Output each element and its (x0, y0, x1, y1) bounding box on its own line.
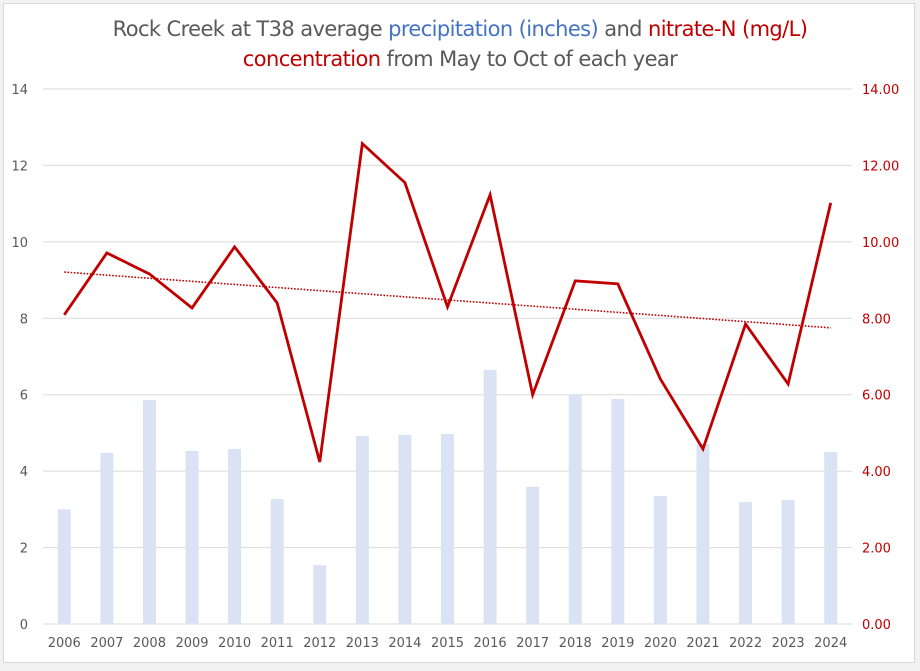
y-right-tick-label: 6.00 (862, 389, 891, 404)
y-right-tick-label: 14.00 (862, 83, 899, 98)
chart-title-part: precipitation (inches) (388, 17, 599, 41)
x-tick-label: 2017 (516, 636, 549, 651)
x-tick-label: 2013 (346, 636, 379, 651)
bar-precipitation (270, 499, 284, 624)
x-tick-label: 2012 (303, 636, 336, 651)
y-left-tick-label: 4 (20, 465, 28, 480)
bar-precipitation (441, 434, 454, 624)
x-tick-label: 2014 (388, 636, 421, 651)
x-tick-label: 2021 (686, 636, 719, 651)
chart-title: Rock Creek at T38 average precipitation … (0, 14, 920, 74)
y-right-tick-label: 8.00 (862, 312, 891, 327)
x-tick-label: 2006 (48, 636, 81, 651)
y-left-tick-label: 10 (11, 236, 28, 251)
x-tick-label: 2010 (218, 636, 251, 651)
y-left-tick-label: 14 (11, 83, 28, 98)
y-left-tick-label: 8 (20, 312, 28, 327)
line-nitrate (63, 140, 833, 463)
y-left-tick-label: 2 (20, 542, 28, 557)
y-right-tick-label: 2.00 (862, 542, 891, 557)
chart-title-part: Rock Creek at T38 average (112, 17, 389, 41)
bar-precipitation (824, 452, 838, 624)
bar-precipitation (57, 509, 71, 624)
bar-precipitation (611, 398, 625, 624)
x-tick-label: 2008 (133, 636, 166, 651)
bar-precipitation (568, 394, 582, 624)
bar-precipitation (398, 434, 412, 624)
x-tick-label: 2024 (814, 636, 847, 651)
x-tick-label: 2018 (559, 636, 592, 651)
x-tick-label: 2015 (431, 636, 464, 651)
bar-precipitation (526, 486, 540, 624)
y-right-tick-label: 12.00 (862, 159, 899, 174)
trendline-nitrate (64, 271, 831, 329)
y-right-tick-label: 4.00 (862, 465, 891, 480)
x-tick-label: 2020 (644, 636, 677, 651)
bar-precipitation (228, 448, 242, 624)
bar-precipitation (483, 369, 497, 624)
bar-precipitation (781, 499, 795, 624)
chart-title-part: from May to Oct of each year (380, 47, 678, 71)
x-tick-label: 2016 (474, 636, 507, 651)
x-tick-label: 2023 (772, 636, 805, 651)
bar-precipitation (739, 502, 753, 624)
x-tick-label: 2007 (90, 636, 123, 651)
chart-title-part: and (598, 17, 648, 41)
bar-precipitation (653, 495, 667, 624)
x-tick-label: 2022 (729, 636, 762, 651)
bar-precipitation (355, 435, 369, 624)
chart-title-part: nitrate-N (mg/L) (647, 17, 808, 41)
chart-title-part: concentration (242, 47, 381, 71)
y-left-tick-label: 6 (20, 389, 28, 404)
x-tick-label: 2009 (175, 636, 208, 651)
bar-precipitation (142, 400, 156, 624)
bar-precipitation (100, 452, 114, 624)
x-tick-label: 2019 (601, 636, 634, 651)
bar-precipitation (185, 450, 199, 624)
bar-precipitation (696, 444, 710, 624)
x-tick-label: 2011 (261, 636, 294, 651)
bar-precipitation (313, 565, 327, 624)
y-left-tick-label: 12 (11, 159, 28, 174)
y-left-tick-label: 0 (20, 618, 28, 633)
y-right-tick-label: 10.00 (862, 236, 899, 251)
y-right-tick-label: 0.00 (862, 618, 891, 633)
